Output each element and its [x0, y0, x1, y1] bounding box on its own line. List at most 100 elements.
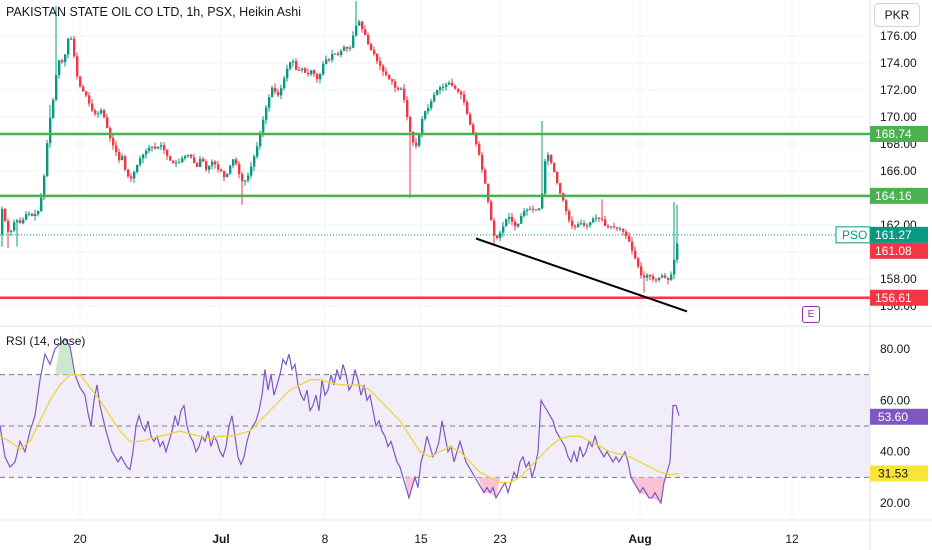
candle-body	[220, 169, 223, 171]
candle-body	[457, 88, 460, 92]
candle-body	[367, 35, 370, 45]
candle-body	[343, 46, 346, 51]
candle-body	[190, 154, 193, 158]
candle-body	[25, 214, 28, 220]
candle-body	[247, 175, 250, 181]
rsi-oversold-fill	[405, 477, 415, 498]
candle-body	[151, 146, 154, 148]
candle-body	[196, 162, 199, 167]
candle-body	[415, 142, 418, 146]
candle-body	[493, 220, 496, 236]
candle-body	[673, 259, 676, 275]
rsi-value-badge	[870, 408, 928, 425]
candle-body	[217, 164, 220, 170]
candle-body	[163, 145, 166, 151]
candle-body	[304, 68, 307, 73]
candle-body	[298, 69, 301, 71]
time-tick-label: 23	[493, 532, 507, 546]
candle-body	[559, 183, 562, 194]
candle-body	[613, 226, 616, 228]
candle-body	[577, 224, 580, 227]
candle-body	[571, 220, 574, 226]
candle-body	[82, 86, 85, 92]
candle-body	[436, 90, 439, 95]
candle-body	[214, 161, 217, 165]
candle-body	[346, 46, 349, 49]
axis-layer: 176.00174.00172.00170.00168.00166.00164.…	[73, 29, 928, 546]
candle-body	[13, 222, 16, 231]
rsi-overbought-fill	[55, 338, 74, 375]
level-price-label: 168.74	[875, 127, 912, 141]
candle-body	[409, 117, 412, 132]
candle-body	[31, 213, 34, 216]
time-tick-label: 15	[414, 532, 428, 546]
candle-body	[532, 208, 535, 210]
candle-body	[535, 209, 538, 211]
candle-body	[400, 88, 403, 90]
currency-selector[interactable]: PKR	[874, 3, 920, 27]
candle-body	[136, 164, 139, 172]
candle-body	[142, 154, 145, 159]
candle-body	[334, 53, 337, 55]
candle-body	[580, 223, 583, 225]
candle-body	[670, 274, 673, 280]
candle-body	[604, 219, 607, 226]
candle-body	[103, 110, 106, 118]
candle-body	[523, 211, 526, 216]
candle-body	[616, 227, 619, 229]
candle-body	[538, 208, 541, 210]
rsi-ma-value-label: 31.53	[878, 466, 908, 480]
candle-body	[241, 174, 244, 182]
candle-body	[337, 53, 340, 55]
level-price-badge	[870, 126, 928, 143]
last-price-badge	[870, 226, 928, 243]
candle-body	[478, 144, 481, 155]
earnings-marker-icon[interactable]: E	[802, 306, 820, 323]
candle-body	[391, 79, 394, 82]
candle-body	[445, 84, 448, 87]
candle-body	[658, 277, 661, 280]
candle-body	[199, 158, 202, 167]
candle-body	[166, 150, 169, 157]
candle-body	[517, 223, 520, 227]
price-panel	[1, 0, 679, 293]
candle-body	[373, 49, 376, 54]
candle-body	[427, 108, 430, 112]
candle-body	[64, 54, 67, 63]
candle-body	[631, 241, 634, 251]
candle-body	[475, 133, 478, 144]
candle-body	[664, 275, 667, 278]
candle-body	[58, 60, 61, 76]
candle-body	[340, 50, 343, 55]
candle-body	[667, 277, 670, 280]
rsi-tick-label: 60.00	[880, 393, 910, 407]
candle-body	[430, 101, 433, 108]
level-price-label: 164.16	[875, 189, 912, 203]
candle-body	[487, 183, 490, 202]
candle-body	[403, 88, 406, 100]
candle-body	[10, 230, 13, 232]
candle-body	[49, 117, 52, 144]
prev-price-badge	[870, 242, 928, 259]
candle-body	[67, 38, 70, 55]
candle-body	[301, 68, 304, 71]
candle-body	[178, 162, 181, 164]
price-tick-label: 166.00	[880, 164, 917, 178]
candle-body	[529, 208, 532, 210]
candle-body	[52, 99, 55, 118]
prev-price-label: 161.08	[875, 244, 912, 258]
candle-body	[469, 114, 472, 125]
candle-body	[16, 220, 19, 223]
candle-body	[484, 169, 487, 184]
candle-body	[550, 154, 553, 163]
time-tick-label: Aug	[628, 532, 651, 546]
candle-body	[70, 38, 73, 40]
candle-body	[595, 217, 598, 219]
candle-body	[442, 86, 445, 88]
candle-body	[133, 171, 136, 179]
candle-body	[322, 63, 325, 75]
candle-body	[331, 54, 334, 60]
candle-body	[421, 118, 424, 135]
candle-body	[73, 38, 76, 57]
